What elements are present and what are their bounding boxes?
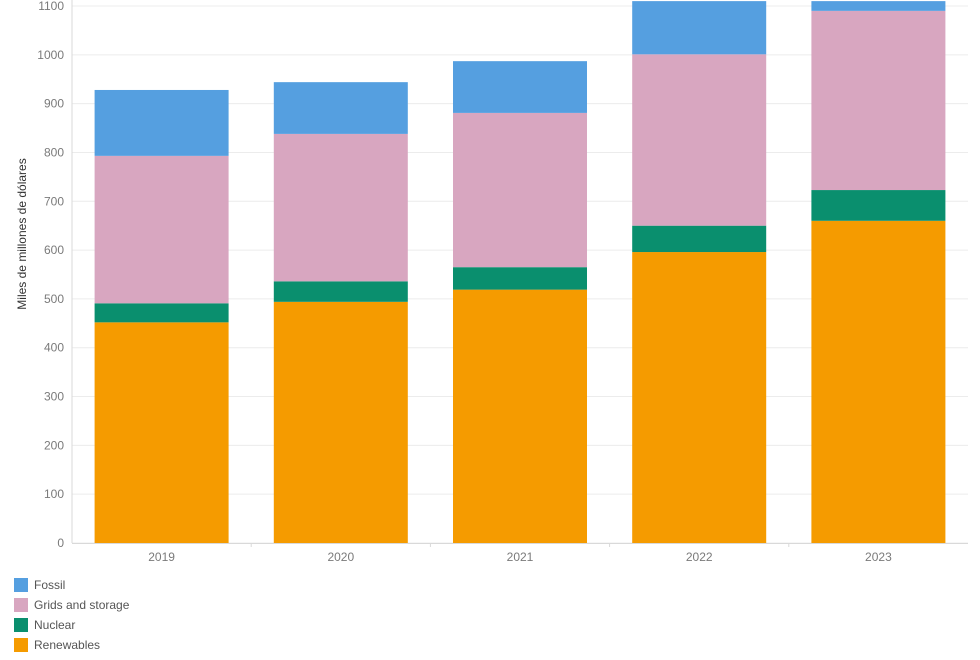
legend-swatch-grids-and-storage [14, 598, 28, 612]
bars [94, 1, 946, 544]
x-tick-label: 2019 [148, 550, 175, 564]
y-tick-label: 0 [57, 536, 64, 550]
bar-grids-and-storage-2023[interactable] [811, 10, 946, 191]
y-tick-label: 800 [44, 145, 64, 159]
bar-nuclear-2021[interactable] [453, 267, 587, 290]
bar-renewables-2019[interactable] [94, 322, 229, 543]
y-tick-label: 1000 [37, 48, 64, 62]
legend: Fossil Grids and storage Nuclear Renewab… [14, 575, 129, 655]
legend-item-renewables[interactable]: Renewables [14, 635, 129, 655]
legend-label-nuclear: Nuclear [34, 618, 76, 632]
bar-nuclear-2019[interactable] [94, 303, 229, 323]
bar-fossil-2019[interactable] [94, 89, 229, 156]
y-tick-label: 300 [44, 390, 64, 404]
bar-grids-and-storage-2020[interactable] [273, 133, 408, 282]
legend-item-nuclear[interactable]: Nuclear [14, 615, 129, 635]
y-tick-label: 100 [44, 487, 64, 501]
axes: 0 100 200 300 400 500 600 700 800 900 1000 1100 2019… [37, 0, 968, 564]
legend-swatch-renewables [14, 638, 28, 652]
legend-label-renewables: Renewables [34, 638, 101, 652]
x-tick-label: 2020 [327, 550, 354, 564]
bar-grids-and-storage-2021[interactable] [453, 112, 587, 268]
legend-swatch-nuclear [14, 618, 28, 632]
y-tick-label: 200 [44, 438, 64, 452]
y-tick-label: 400 [44, 341, 64, 355]
bar-renewables-2020[interactable] [273, 301, 408, 543]
x-tick-label: 2021 [507, 550, 534, 564]
bar-fossil-2022[interactable] [632, 1, 767, 55]
legend-label-fossil: Fossil [34, 578, 66, 592]
bar-fossil-2023[interactable] [811, 1, 946, 11]
y-axis-title: Miles de millones de dólares [15, 158, 29, 309]
bar-fossil-2021[interactable] [453, 61, 587, 113]
legend-item-fossil[interactable]: Fossil [14, 575, 129, 595]
legend-swatch-fossil [14, 578, 28, 592]
bar-nuclear-2022[interactable] [632, 225, 767, 253]
bar-renewables-2023[interactable] [811, 220, 946, 544]
x-tick-label: 2023 [865, 550, 892, 564]
legend-label-grids-and-storage: Grids and storage [34, 598, 130, 612]
y-tick-label: 500 [44, 292, 64, 306]
x-tick-label: 2022 [686, 550, 713, 564]
legend-item-grids-and-storage[interactable]: Grids and storage [14, 595, 129, 615]
y-tick-label: 700 [44, 194, 64, 208]
bar-nuclear-2020[interactable] [273, 281, 408, 302]
y-tick-label: 900 [44, 97, 64, 111]
bar-grids-and-storage-2022[interactable] [632, 54, 767, 226]
y-tick-label: 600 [44, 243, 64, 257]
y-tick-label: 1100 [38, 0, 64, 13]
bar-fossil-2020[interactable] [273, 82, 408, 134]
bar-nuclear-2023[interactable] [811, 190, 946, 221]
bar-grids-and-storage-2019[interactable] [94, 155, 229, 304]
bar-renewables-2021[interactable] [453, 289, 587, 543]
bar-renewables-2022[interactable] [632, 252, 767, 543]
